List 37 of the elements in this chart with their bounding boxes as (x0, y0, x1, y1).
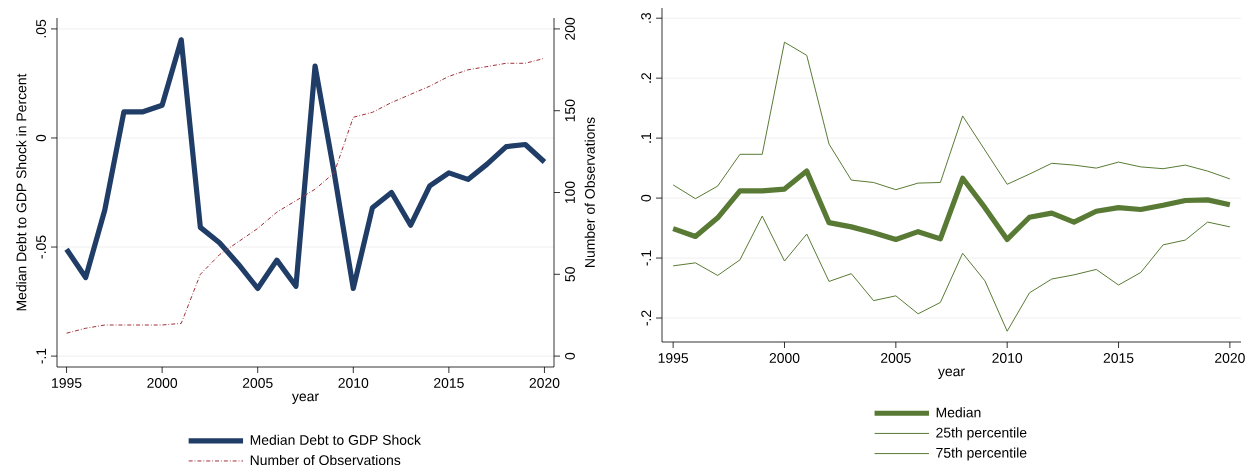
y-axis-title: Median Debt to GDP Shock in Percent (16, 73, 27, 311)
legend-label: 75th percentile (936, 447, 1027, 461)
y2-tick-label: 100 (565, 181, 575, 204)
y-tick-label: .3 (641, 13, 651, 23)
x-tick-label: 2015 (434, 378, 464, 388)
x-tick-label: 1995 (658, 353, 689, 363)
y-tick-label: .2 (641, 73, 651, 83)
y-tick-label: -.2 (641, 310, 651, 326)
y-tick-label: .05 (36, 19, 46, 38)
x-tick-label: 2010 (992, 353, 1023, 363)
x-tick-label: 2000 (769, 353, 800, 363)
y2-tick-label: 50 (565, 267, 575, 282)
x-axis-title: year (937, 368, 965, 380)
y2-axis-title: Number of Observations (584, 117, 595, 267)
x-tick-label: 2005 (242, 378, 273, 388)
x-axis-title: year (291, 393, 319, 405)
x-tick-label: 2010 (338, 378, 369, 388)
x-tick-label: 2020 (1215, 353, 1245, 363)
x-tick-label: 1995 (52, 378, 82, 388)
y-tick-label: 0 (36, 134, 46, 142)
x-tick-label: 2000 (147, 378, 178, 388)
y-tick-label: 0 (641, 194, 651, 202)
line-series (672, 215, 1231, 332)
legend-label: 25th percentile (936, 427, 1027, 441)
y2-tick-label: 200 (565, 17, 575, 40)
y-tick-label: -.1 (641, 250, 651, 266)
legend-label: Number of Observations (250, 454, 401, 466)
legend-label: Median (936, 407, 981, 418)
y2-tick-label: 0 (565, 352, 575, 360)
x-tick-label: 2015 (1103, 353, 1134, 363)
legend-label: Median Debt to GDP Shock (250, 434, 421, 445)
y-tick-label: -.05 (36, 235, 46, 259)
y-tick-label: -.1 (36, 348, 46, 364)
x-tick-label: 2005 (881, 353, 911, 363)
y-tick-label: .1 (641, 132, 651, 143)
x-tick-label: 2020 (529, 378, 560, 388)
y2-tick-label: 150 (565, 99, 575, 122)
